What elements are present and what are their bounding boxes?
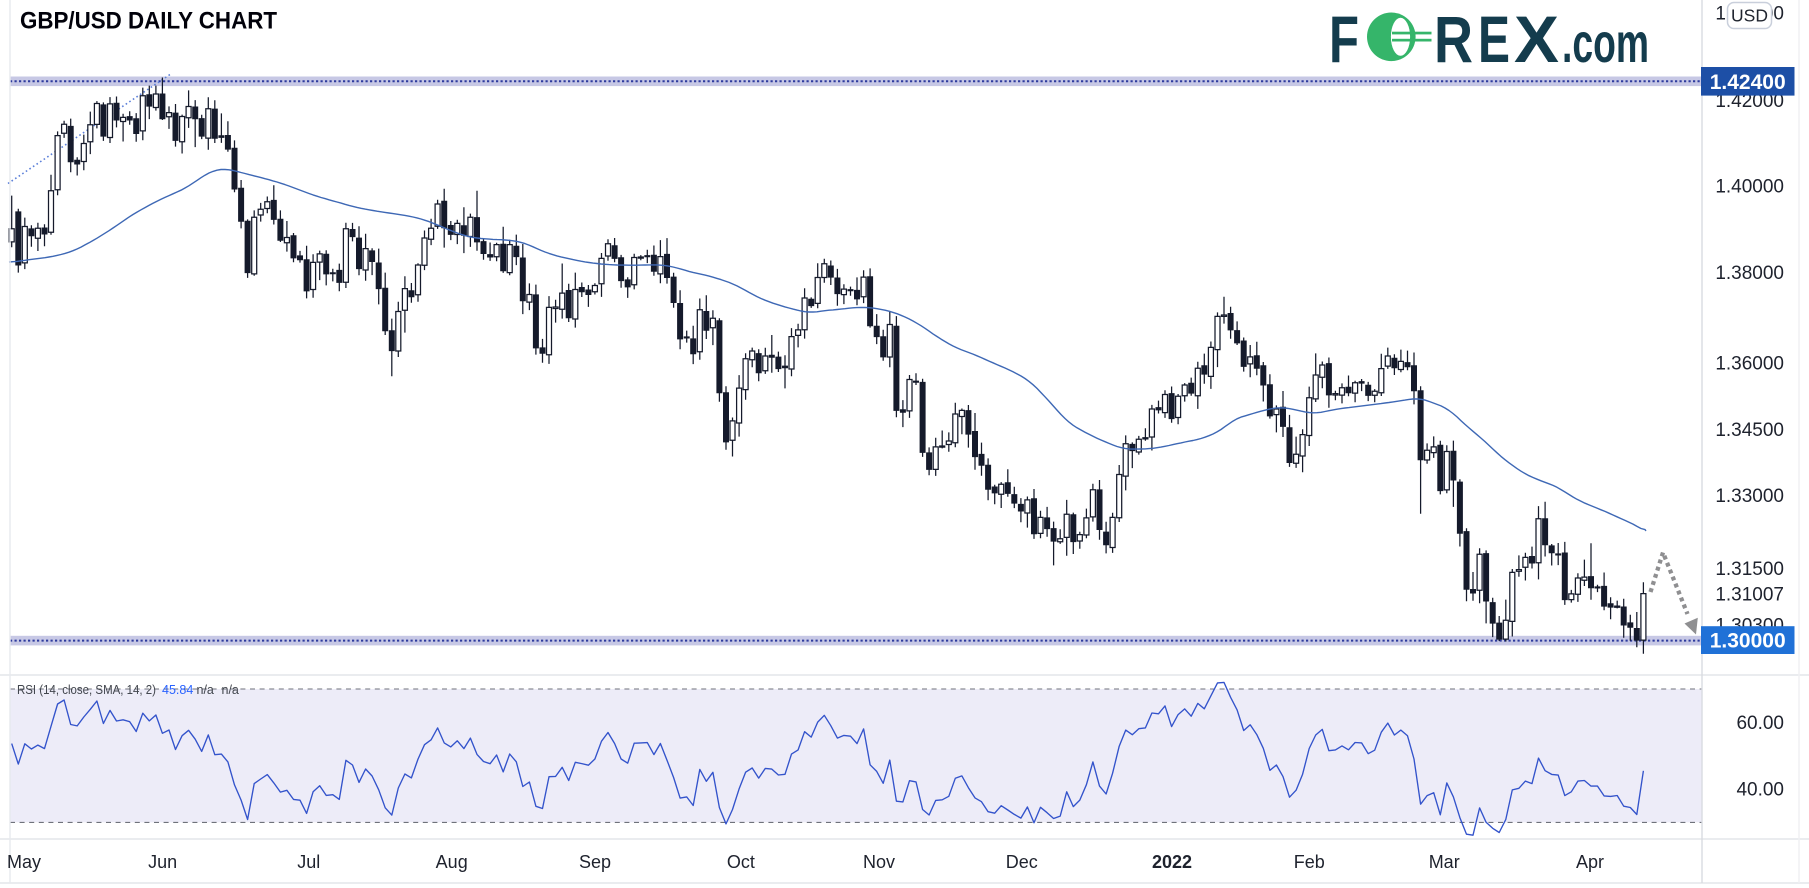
svg-text:F: F	[1329, 2, 1359, 76]
svg-text:1.33000: 1.33000	[1715, 486, 1784, 507]
svg-text:1.40000: 1.40000	[1715, 176, 1784, 197]
svg-text:1.42400: 1.42400	[1710, 71, 1786, 94]
svg-text:2022: 2022	[1152, 852, 1192, 872]
svg-text:1.34500: 1.34500	[1715, 420, 1784, 441]
svg-text:Jun: Jun	[148, 852, 177, 872]
svg-text:X: X	[1514, 2, 1559, 76]
svg-text:USD: USD	[1731, 6, 1768, 26]
svg-text:Sep: Sep	[579, 852, 611, 872]
svg-text:Jul: Jul	[297, 852, 320, 872]
svg-text:60.00: 60.00	[1736, 713, 1784, 734]
svg-text:May: May	[7, 852, 41, 872]
svg-text:40.00: 40.00	[1736, 780, 1784, 801]
svg-text:GBP/USD DAILY CHART: GBP/USD DAILY CHART	[20, 8, 277, 35]
svg-text:1.31500: 1.31500	[1715, 559, 1784, 580]
svg-text:Feb: Feb	[1294, 852, 1325, 872]
svg-text:1.31007: 1.31007	[1715, 585, 1784, 606]
svg-text:RSI (14, close, SMA, 14, 2)45.: RSI (14, close, SMA, 14, 2) 45.84 n/a n/a	[17, 683, 239, 697]
svg-text:Oct: Oct	[727, 852, 755, 872]
svg-text:Nov: Nov	[863, 852, 895, 872]
svg-text:.com: .com	[1562, 11, 1649, 74]
svg-text:E: E	[1478, 2, 1510, 76]
svg-text:1.42000: 1.42000	[1715, 91, 1784, 112]
svg-text:Mar: Mar	[1429, 852, 1460, 872]
svg-text:Dec: Dec	[1006, 852, 1038, 872]
svg-text:1.38000: 1.38000	[1715, 263, 1784, 284]
svg-text:Aug: Aug	[436, 852, 468, 872]
svg-text:R: R	[1434, 2, 1473, 76]
svg-text:Apr: Apr	[1576, 852, 1604, 872]
svg-text:1.30000: 1.30000	[1710, 629, 1786, 652]
svg-text:1.36000: 1.36000	[1715, 354, 1784, 375]
